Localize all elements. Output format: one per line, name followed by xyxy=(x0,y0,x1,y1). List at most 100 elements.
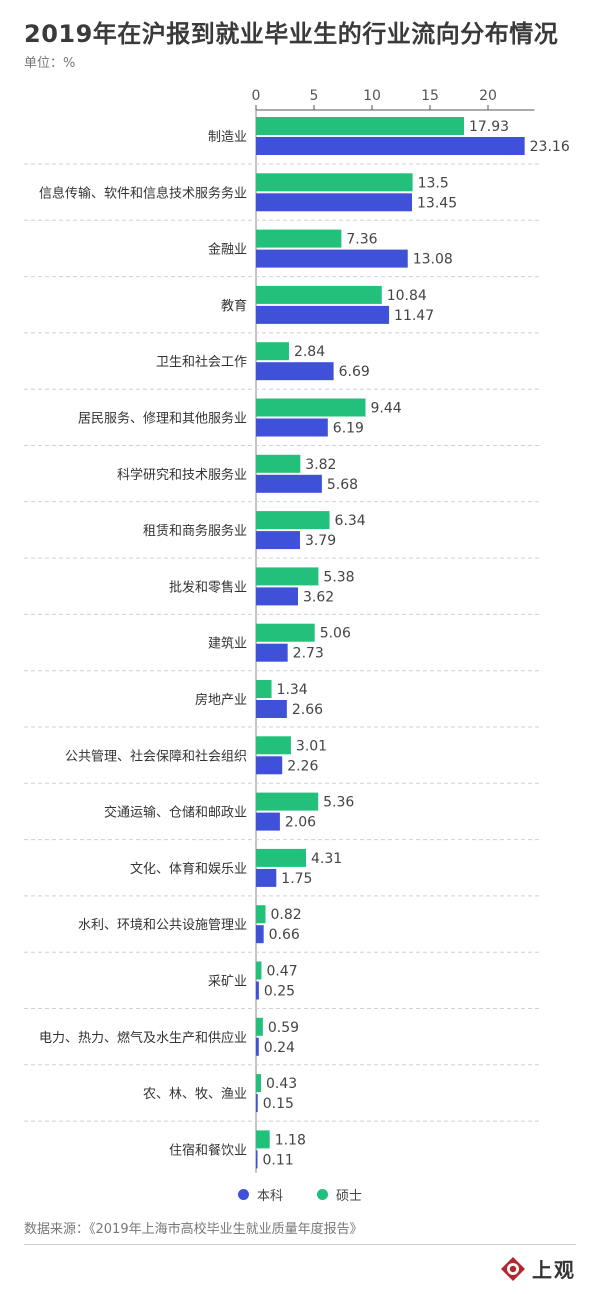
bar-benke xyxy=(256,587,298,606)
data-label-benke: 0.11 xyxy=(263,1152,294,1168)
category-label: 科学研究和技术服务业 xyxy=(117,467,247,483)
x-tick-label: 0 xyxy=(252,88,261,104)
data-label-benke: 13.45 xyxy=(417,195,457,211)
logo-icon xyxy=(501,1256,525,1281)
data-label-benke: 3.79 xyxy=(305,533,336,549)
bar-benke xyxy=(256,868,277,887)
bar-benke xyxy=(256,137,525,155)
data-label-benke: 2.66 xyxy=(292,702,323,718)
data-label-shuoshi: 1.18 xyxy=(275,1132,306,1148)
unit-label: 单位：% xyxy=(24,56,76,71)
data-label-benke: 0.15 xyxy=(263,1096,294,1112)
data-label-shuoshi: 0.43 xyxy=(266,1076,297,1092)
category-label: 卫生和社会工作 xyxy=(156,354,247,370)
bar-benke xyxy=(256,1150,258,1169)
data-label-shuoshi: 9.44 xyxy=(371,401,402,417)
category-label: 金融业 xyxy=(208,242,247,258)
logo-text: 上观 xyxy=(532,1258,576,1282)
bar-benke xyxy=(256,474,322,493)
data-label-shuoshi: 7.36 xyxy=(346,232,377,248)
category-label: 制造业 xyxy=(208,130,247,145)
bar-benke xyxy=(256,756,283,775)
data-label-benke: 2.26 xyxy=(287,758,318,774)
category-label: 信息传输、软件和信息技术服务务业 xyxy=(39,185,247,201)
category-label: 房地产业 xyxy=(195,692,247,708)
bar-benke xyxy=(256,812,280,831)
data-label-benke: 3.62 xyxy=(303,589,334,605)
bar-shuoshi xyxy=(256,511,330,530)
legend-dot-shuoshi xyxy=(317,1189,328,1200)
bar-shuoshi xyxy=(256,792,319,811)
bar-shuoshi xyxy=(256,736,291,755)
data-label-shuoshi: 5.06 xyxy=(320,626,351,642)
bar-benke xyxy=(256,643,288,662)
bar-shuoshi xyxy=(256,285,382,304)
data-label-shuoshi: 5.38 xyxy=(323,569,354,585)
bar-benke xyxy=(256,531,300,550)
legend-dot-benke xyxy=(237,1189,249,1200)
category-label: 住宿和餐饮业 xyxy=(169,1142,247,1158)
data-label-benke: 0.25 xyxy=(264,984,295,1000)
category-label: 电力、热力、燃气及水生产和供应业 xyxy=(39,1030,247,1046)
x-tick-label: 15 xyxy=(421,88,439,104)
data-label-shuoshi: 0.82 xyxy=(271,907,302,923)
chart-title: 2019年在沪报到就业毕业生的行业流向分布情况 xyxy=(24,20,559,48)
data-source: 数据来源：《2019年上海市高校毕业生就业质量年度报告》 xyxy=(24,1222,363,1237)
bar-benke xyxy=(256,925,264,944)
category-label: 交通运输、仓储和邮政业 xyxy=(104,805,247,821)
legend-item-shuoshi: 硕士 xyxy=(317,1185,362,1204)
data-label-shuoshi: 17.93 xyxy=(469,119,509,135)
data-label-benke: 23.16 xyxy=(530,139,570,155)
category-label: 公共管理、社会保障和社会组织 xyxy=(65,748,247,764)
data-label-shuoshi: 0.59 xyxy=(268,1020,299,1036)
bar-benke xyxy=(256,362,334,381)
bar-shuoshi xyxy=(256,1130,270,1149)
bar-shuoshi xyxy=(256,1074,261,1093)
x-tick-label: 10 xyxy=(363,88,381,104)
bar-shuoshi xyxy=(256,454,301,473)
bar-benke xyxy=(256,1094,258,1113)
bar-shuoshi xyxy=(256,623,315,642)
data-label-benke: 2.06 xyxy=(285,815,316,831)
category-label: 水利、环境和公共设施管理业 xyxy=(78,918,247,933)
legend-item-benke: 本科 xyxy=(237,1185,283,1204)
data-label-shuoshi: 5.36 xyxy=(323,795,354,811)
data-label-shuoshi: 3.01 xyxy=(296,738,327,754)
bar-shuoshi xyxy=(256,229,342,248)
data-label-benke: 6.69 xyxy=(339,364,370,380)
data-label-benke: 6.19 xyxy=(333,421,364,437)
legend-label-shuoshi: 硕士 xyxy=(336,1189,363,1204)
data-label-shuoshi: 3.82 xyxy=(305,457,336,473)
bar-benke xyxy=(256,700,287,718)
footer-divider xyxy=(24,1244,576,1245)
legend-label-benke: 本科 xyxy=(256,1189,283,1204)
bar-benke xyxy=(256,305,390,324)
shangguan-logo: 上观 xyxy=(500,1254,576,1283)
bar-shuoshi xyxy=(256,117,464,135)
bar-benke xyxy=(256,981,259,1000)
data-label-shuoshi: 13.5 xyxy=(418,175,449,191)
data-label-shuoshi: 10.84 xyxy=(387,288,427,304)
category-label: 建筑业 xyxy=(208,636,247,652)
data-label-shuoshi: 6.34 xyxy=(335,513,366,529)
category-label: 批发和零售业 xyxy=(169,579,247,595)
data-label-shuoshi: 0.47 xyxy=(266,964,297,980)
bar-shuoshi xyxy=(256,848,306,867)
bar-shuoshi xyxy=(256,567,319,586)
chart-legend: 本科 硕士 xyxy=(0,1185,600,1204)
x-tick-label: 5 xyxy=(310,88,319,104)
bar-chart: 0 5 10 15 20 17.93 23.16 制造业 13.5 13.45 信息传输、软件和信息… xyxy=(24,88,570,1173)
category-label: 采矿业 xyxy=(208,975,247,990)
bar-shuoshi xyxy=(256,342,289,361)
category-label: 居民服务、修理和其他服务业 xyxy=(78,411,247,427)
bar-benke xyxy=(256,249,408,268)
bar-benke xyxy=(256,418,328,437)
data-label-shuoshi: 1.34 xyxy=(277,682,308,698)
bar-shuoshi xyxy=(256,961,262,980)
data-label-benke: 0.24 xyxy=(264,1040,295,1056)
data-label-benke: 5.68 xyxy=(327,477,358,493)
data-label-benke: 0.66 xyxy=(269,927,300,943)
category-label: 农、林、牧、渔业 xyxy=(143,1087,247,1102)
data-label-benke: 1.75 xyxy=(281,871,312,887)
bar-shuoshi xyxy=(256,905,266,924)
